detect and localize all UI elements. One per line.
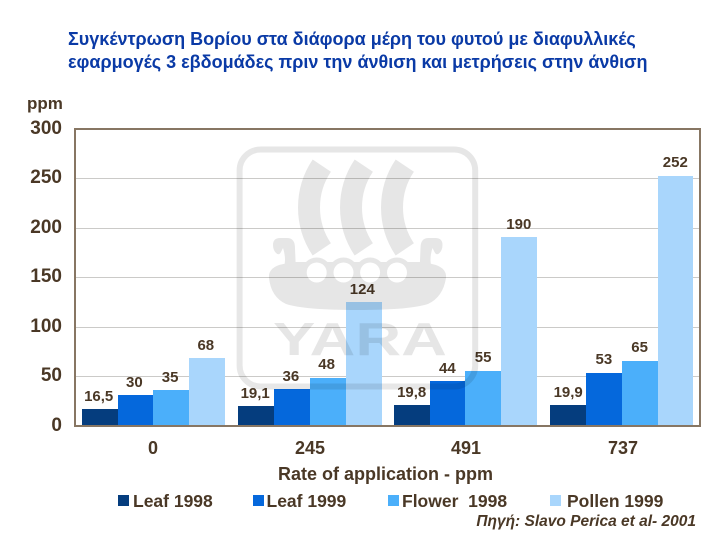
svg-text:YARA: YARA xyxy=(273,313,447,365)
